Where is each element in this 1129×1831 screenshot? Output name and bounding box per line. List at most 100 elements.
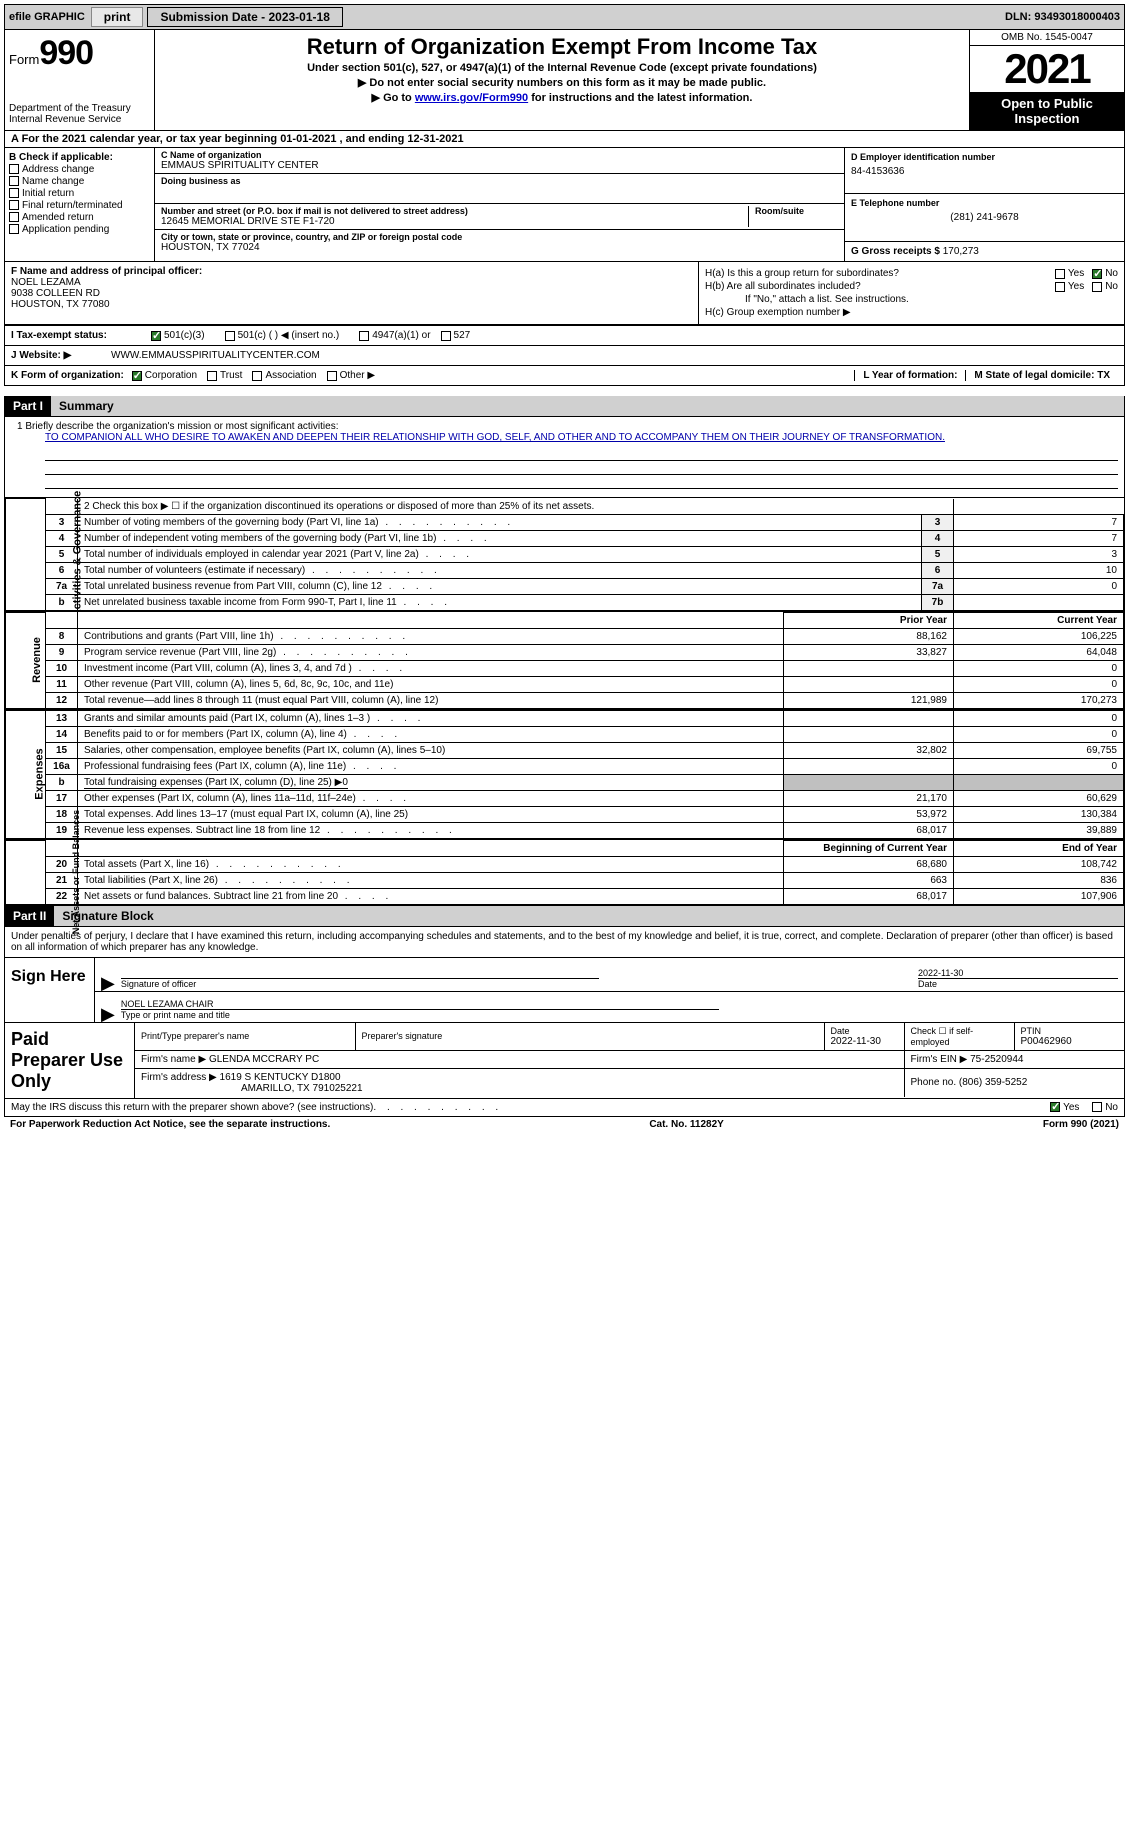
open-to-public: Open to Public Inspection: [970, 92, 1124, 130]
opt-name-change[interactable]: Name change: [9, 176, 150, 187]
irs-link[interactable]: www.irs.gov/Form990: [415, 92, 528, 104]
firm-addr2: AMARILLO, TX 791025221: [241, 1083, 363, 1094]
summary-body: 1 Briefly describe the organization's mi…: [4, 417, 1125, 906]
527-checkbox[interactable]: [441, 331, 451, 341]
website-value: WWW.EMMAUSSPIRITUALITYCENTER.COM: [111, 350, 320, 361]
table-row: 5Total number of individuals employed in…: [6, 546, 1124, 562]
website-label: J Website: ▶: [11, 350, 111, 361]
part2-header-row: Part II Signature Block: [4, 906, 1125, 927]
net-assets-section: Net Assets or Fund Balances Beginning of…: [5, 839, 1124, 905]
corp-checkbox[interactable]: [132, 371, 142, 381]
expenses-section: Expenses 13Grants and similar amounts pa…: [5, 709, 1124, 839]
print-button[interactable]: print: [91, 7, 144, 27]
revenue-table: Revenue Prior YearCurrent Year 8Contribu…: [5, 612, 1124, 709]
room-label: Room/suite: [755, 206, 838, 216]
hb-yes-checkbox[interactable]: [1055, 282, 1065, 292]
other-checkbox[interactable]: [327, 371, 337, 381]
firm-ein-label: Firm's EIN ▶: [911, 1054, 968, 1065]
irs-label: Internal Revenue Service: [9, 114, 150, 125]
discuss-yes-checkbox[interactable]: [1050, 1102, 1060, 1112]
part2-badge: Part II: [5, 906, 54, 926]
ein-value: 84-4153636: [851, 166, 1118, 177]
trust-label: Trust: [220, 370, 242, 381]
dba-label: Doing business as: [161, 176, 838, 186]
hb-no-checkbox[interactable]: [1092, 282, 1102, 292]
exp-side-label: Expenses: [34, 748, 46, 799]
column-deg: D Employer identification number 84-4153…: [844, 148, 1124, 261]
501c-label: 501(c) ( ) ◀ (insert no.): [238, 330, 340, 341]
form-label: Form: [9, 52, 39, 67]
discuss-row: May the IRS discuss this return with the…: [4, 1099, 1125, 1117]
governance-table: Activities & Governance 2 Check this box…: [5, 498, 1124, 611]
column-b: B Check if applicable: Address change Na…: [5, 148, 155, 261]
paperwork-notice: For Paperwork Reduction Act Notice, see …: [10, 1119, 330, 1130]
blank-line-2: [45, 461, 1118, 475]
ha-no-label: No: [1105, 268, 1118, 279]
goto-pre: ▶ Go to: [372, 92, 415, 104]
corp-label: Corporation: [145, 370, 197, 381]
table-row: Expenses 13Grants and similar amounts pa…: [6, 710, 1124, 726]
city-label: City or town, state or province, country…: [161, 232, 838, 242]
table-row: bNet unrelated business taxable income f…: [6, 594, 1124, 610]
current-year-hdr: Current Year: [954, 612, 1124, 628]
sign-here-row: Sign Here ▶ Signature of officer 2022-11…: [5, 958, 1124, 1022]
discuss-no-checkbox[interactable]: [1092, 1102, 1102, 1112]
opt-amended-return[interactable]: Amended return: [9, 212, 150, 223]
blank-line-1: [45, 447, 1118, 461]
firm-addr-label: Firm's address ▶: [141, 1072, 217, 1083]
ha-yes-checkbox[interactable]: [1055, 269, 1065, 279]
phone-cell: E Telephone number (281) 241-9678: [845, 194, 1124, 242]
table-row: 11Other revenue (Part VIII, column (A), …: [6, 676, 1124, 692]
line2-text: 2 Check this box ▶ ☐ if the organization…: [78, 499, 954, 515]
assoc-checkbox[interactable]: [252, 371, 262, 381]
city-cell: City or town, state or province, country…: [155, 230, 844, 255]
arrow-icon: ▶: [101, 978, 115, 989]
part1-title: Summary: [51, 396, 1124, 416]
table-row: 6Total number of volunteers (estimate if…: [6, 562, 1124, 578]
dln-label: DLN: 93493018000403: [1005, 11, 1120, 23]
goto-post: for instructions and the latest informat…: [528, 92, 752, 104]
dept-treasury: Department of the Treasury: [9, 103, 150, 114]
ha-no-checkbox[interactable]: [1092, 269, 1102, 279]
column-c: C Name of organization EMMAUS SPIRITUALI…: [155, 148, 844, 261]
k-label: K Form of organization:: [11, 370, 124, 381]
form-title: Return of Organization Exempt From Incom…: [163, 34, 961, 60]
officer-label: F Name and address of principal officer:: [11, 266, 202, 277]
gov-side-label: Activities & Governance: [71, 491, 83, 618]
gross-receipts-value: 170,273: [943, 246, 979, 257]
header-mid: Return of Organization Exempt From Incom…: [155, 30, 969, 130]
rev-side-label: Revenue: [31, 637, 43, 683]
goto-line: ▶ Go to www.irs.gov/Form990 for instruct…: [163, 91, 961, 104]
opt-application-pending[interactable]: Application pending: [9, 224, 150, 235]
officer-name: NOEL LEZAMA: [11, 277, 692, 288]
table-row: 22Net assets or fund balances. Subtract …: [6, 888, 1124, 904]
501c3-checkbox[interactable]: [151, 331, 161, 341]
ptin-value: P00462960: [1021, 1036, 1119, 1047]
part1-header-row: Part I Summary: [4, 396, 1125, 417]
main-info-grid: B Check if applicable: Address change Na…: [4, 148, 1125, 262]
tax-exempt-row: I Tax-exempt status: 501(c)(3) 501(c) ( …: [4, 326, 1125, 346]
firm-name: GLENDA MCCRARY PC: [209, 1054, 319, 1065]
table-row: 4Number of independent voting members of…: [6, 530, 1124, 546]
4947-checkbox[interactable]: [359, 331, 369, 341]
table-row: 16aProfessional fundraising fees (Part I…: [6, 758, 1124, 774]
arrow-icon: ▶: [101, 1009, 115, 1020]
state-domicile: M State of legal domicile: TX: [974, 370, 1110, 381]
opt-initial-return[interactable]: Initial return: [9, 188, 150, 199]
omb-number: OMB No. 1545-0047: [970, 30, 1124, 46]
discuss-yes-label: Yes: [1063, 1102, 1079, 1113]
net-assets-table: Net Assets or Fund Balances Beginning of…: [5, 840, 1124, 905]
501c-checkbox[interactable]: [225, 331, 235, 341]
cat-no: Cat. No. 11282Y: [649, 1119, 723, 1130]
street-label: Number and street (or P.O. box if mail i…: [161, 206, 748, 216]
firm-addr1: 1619 S KENTUCKY D1800: [220, 1072, 341, 1083]
paid-preparer-row: Paid Preparer Use Only Print/Type prepar…: [5, 1022, 1124, 1098]
opt-address-change[interactable]: Address change: [9, 164, 150, 175]
prep-date-value: 2022-11-30: [831, 1036, 898, 1047]
mission-label: 1 Briefly describe the organization's mi…: [17, 421, 1118, 432]
opt-final-return[interactable]: Final return/terminated: [9, 200, 150, 211]
header-left: Form990 Department of the Treasury Inter…: [5, 30, 155, 130]
table-row: 21Total liabilities (Part X, line 26)663…: [6, 872, 1124, 888]
ha-label: H(a) Is this a group return for subordin…: [705, 268, 1055, 279]
trust-checkbox[interactable]: [207, 371, 217, 381]
